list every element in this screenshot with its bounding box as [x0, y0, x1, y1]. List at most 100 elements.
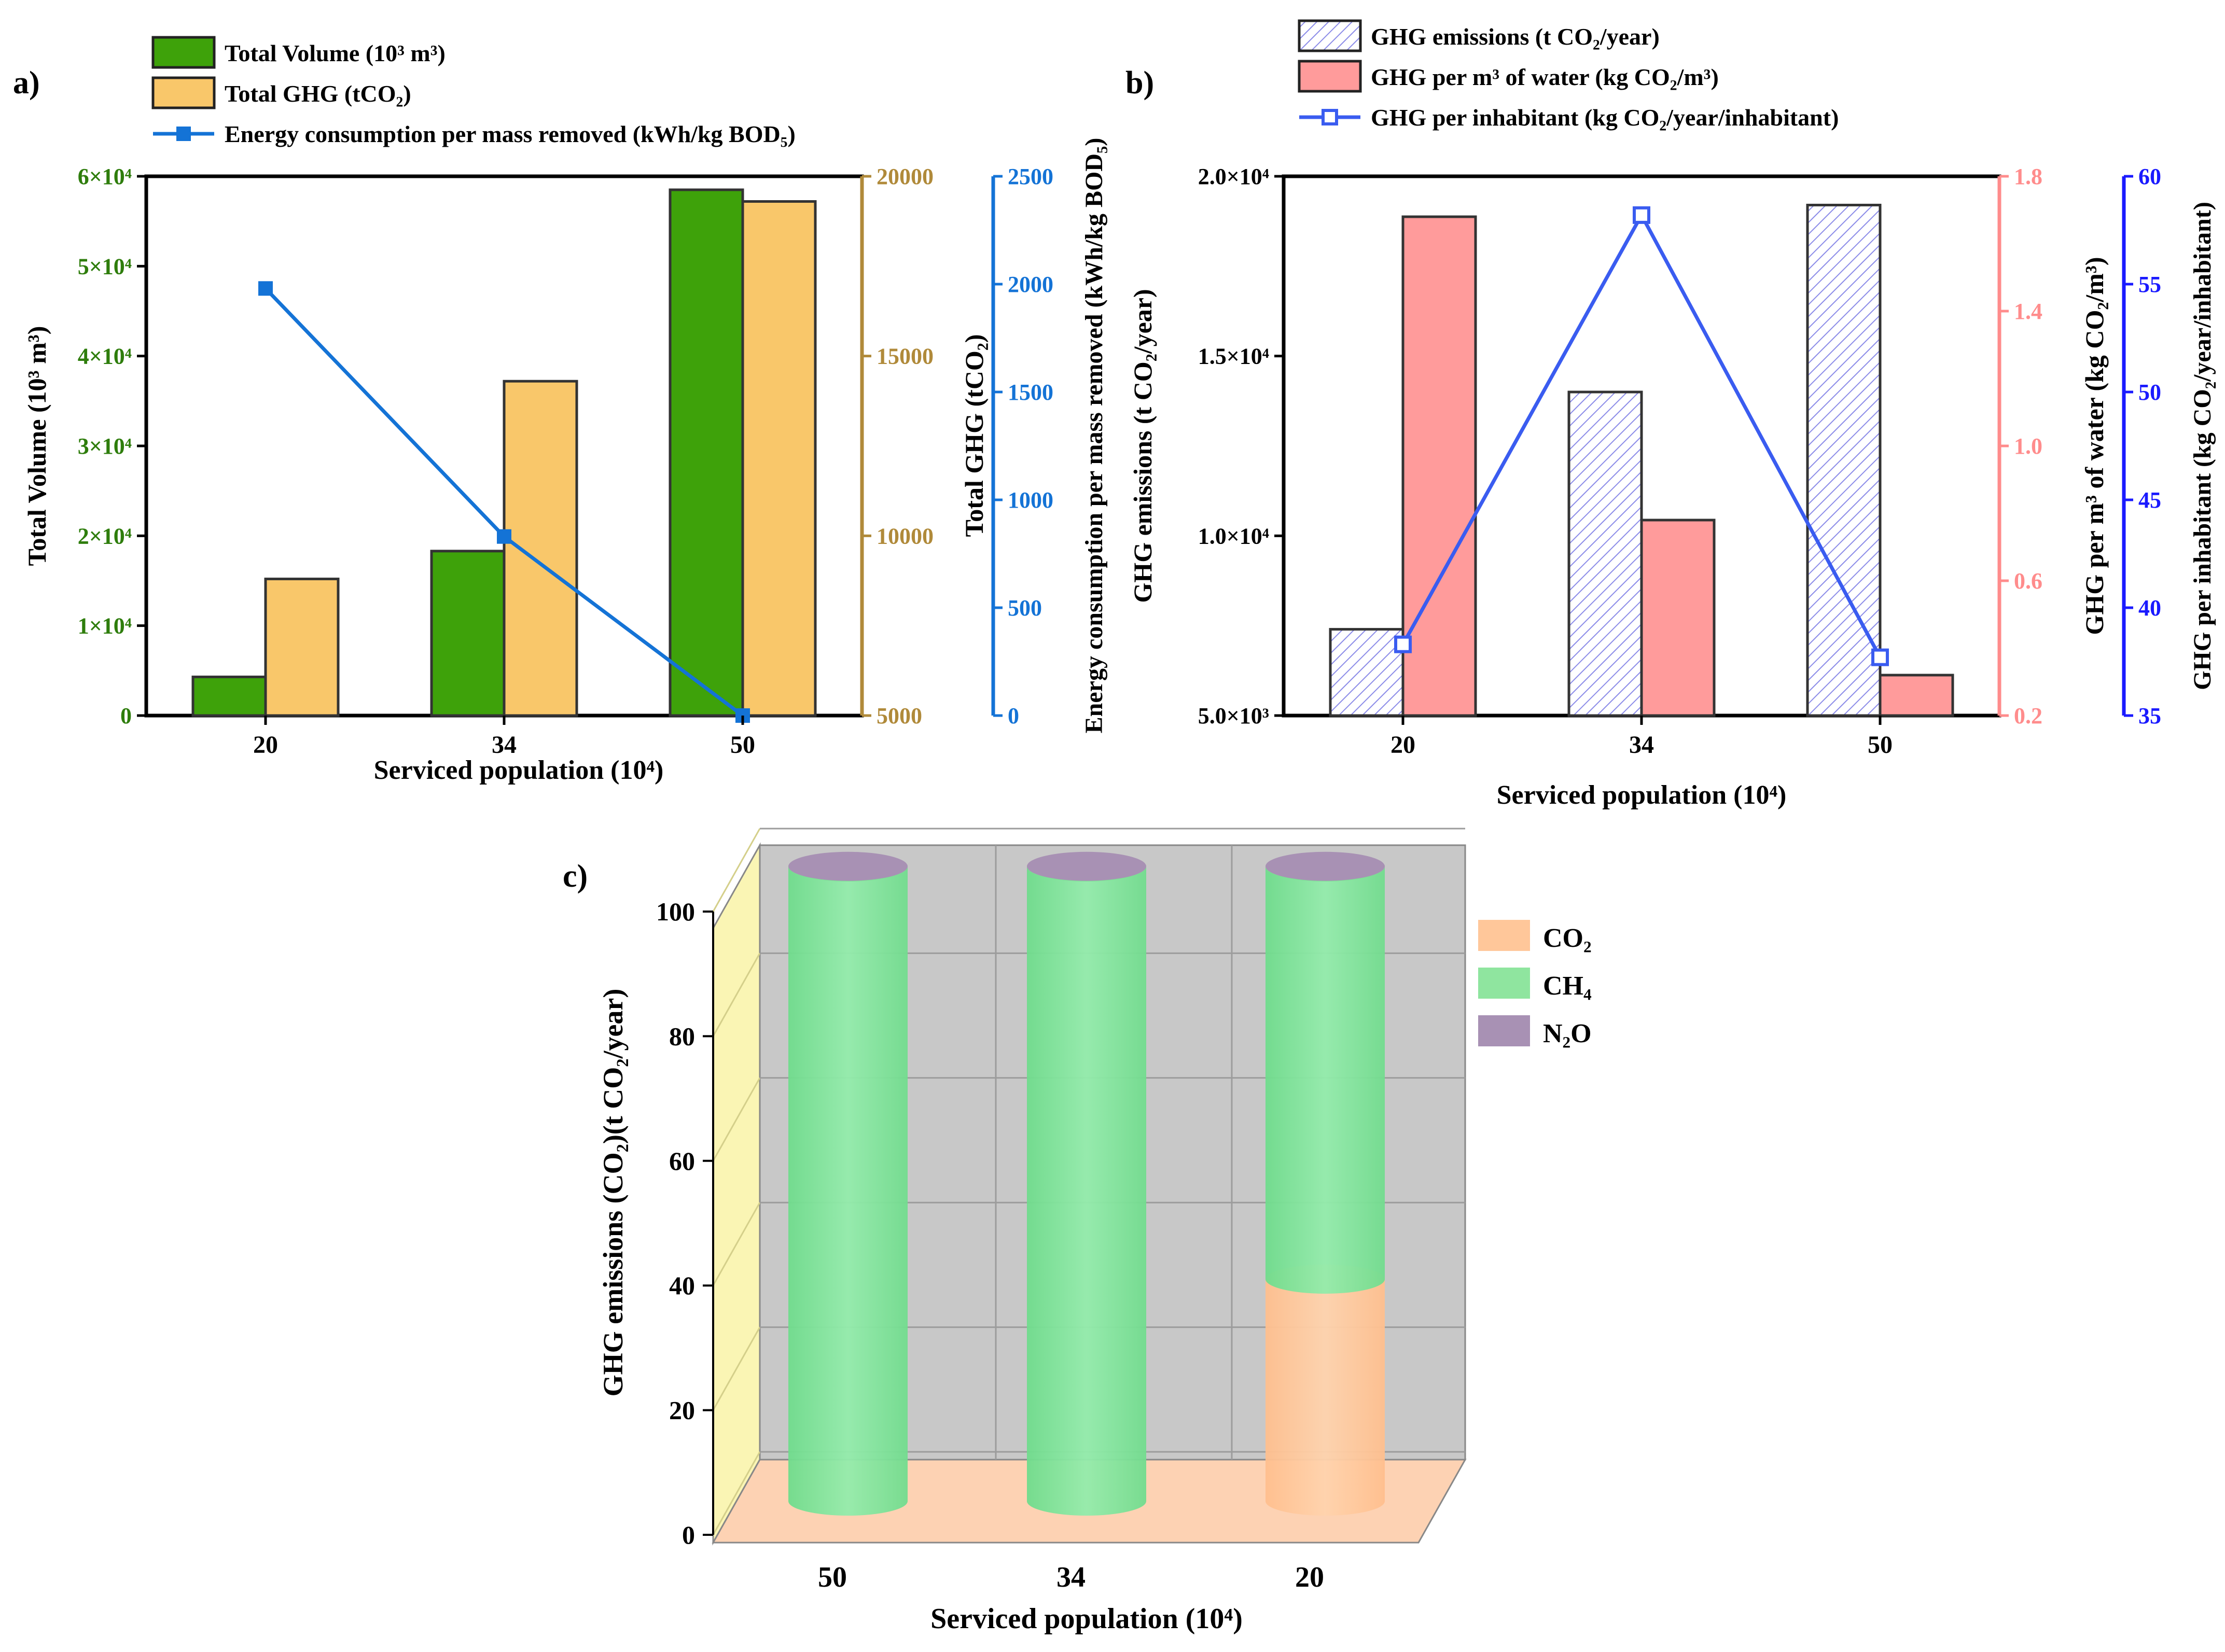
- panel-b-label: b): [1125, 65, 1154, 101]
- a-line-marker-34: [497, 529, 511, 544]
- panel-c-legend-swatch: [1478, 1015, 1530, 1046]
- b-right1-tick-label: 0.6: [2014, 568, 2042, 594]
- a-right2-tick-label: 1500: [1008, 380, 1053, 405]
- panel-a-right-axis-energy: 0 500 1000 1500 2000 2500: [991, 164, 1053, 729]
- b-left-tick-label: 5.0×10³: [1198, 703, 1269, 729]
- a-bar-primary-20: [191, 675, 267, 717]
- a-x-tick-label: 20: [253, 731, 278, 759]
- a-bar-primary-34: [430, 550, 506, 717]
- b-x-tick-label: 50: [1868, 731, 1893, 759]
- b-right1-tick-label: 1.4: [2014, 299, 2042, 324]
- b-bar-secondary-34: [1640, 519, 1716, 717]
- b-right1-tick-label: 1.8: [2014, 164, 2042, 189]
- panel-c-side-gridline: [712, 1202, 761, 1286]
- b-legend-label: GHG per m³ of water (kg CO₂/m³): [1371, 64, 1719, 90]
- b-legend-marker: [1322, 109, 1338, 125]
- panel-c-side-gridline: [712, 1077, 761, 1161]
- panel-c-legend-swatch: [1478, 968, 1530, 999]
- panel-a-bars: [191, 188, 817, 717]
- a-line-marker-20: [258, 281, 273, 296]
- panel-c-cylinder-50-top: [788, 851, 908, 881]
- panel-b-x-axis-title: Serviced population (10⁴): [1497, 780, 1787, 810]
- panel-c-y-tick-label: 80: [669, 1021, 695, 1051]
- panel-c-legend-label: N₂O: [1543, 1019, 1592, 1048]
- b-bar-secondary-50: [1879, 674, 1954, 717]
- b-line-marker-50: [1871, 648, 1889, 666]
- panel-b-right-axis-water-title: GHG per m³ of water (kg CO₂/m³): [2080, 257, 2109, 635]
- panel-c-cylinder-20-segment: [1266, 1279, 1385, 1516]
- panel-a-legend: Total Volume (10³ m³) Total GHG (tCO₂) Ene…: [151, 36, 796, 147]
- panel-a-right-axis-ghg: 5000 10000 15000 20000: [860, 164, 934, 729]
- b-right2-tick-label: 55: [2138, 272, 2161, 297]
- panel-c-x-ticks: 50 34 20: [818, 1561, 1324, 1593]
- b-right2-tick-label: 45: [2138, 487, 2161, 513]
- a-bar-secondary-34: [503, 380, 578, 717]
- panel-c-side-gridline: [712, 1451, 761, 1535]
- a-right2-tick-label: 500: [1008, 595, 1042, 621]
- panel-b-bars: [1329, 203, 1954, 717]
- panel-c-cylinder-20-top: [1266, 851, 1385, 881]
- panel-a-right-axis-energy-title: Energy consumption per mass removed (kWh…: [1080, 138, 1108, 734]
- b-line-marker-34: [1633, 206, 1650, 224]
- a-legend-marker: [176, 127, 191, 141]
- panel-b-x-ticks: 20 34 50: [1390, 716, 1893, 759]
- a-legend-label: Energy consumption per mass removed (kWh…: [225, 121, 796, 147]
- panel-c-label: c): [563, 859, 588, 894]
- panel-c-y-axis: 0 20 40 60 80 100: [656, 897, 714, 1549]
- panel-b-left-axis: 5.0×10³ 1.0×10⁴ 1.5×10⁴ 2.0×10⁴: [1198, 164, 1284, 729]
- b-left-tick-label: 1.0×10⁴: [1198, 523, 1269, 549]
- panel-c-x-tick-label: 20: [1295, 1561, 1324, 1593]
- panel-c-y-tick-label: 40: [669, 1271, 695, 1300]
- a-right2-tick-label: 1000: [1008, 487, 1053, 513]
- b-x-tick-label: 20: [1390, 731, 1415, 759]
- a-left-tick-label: 3×10⁴: [78, 433, 132, 459]
- a-legend-swatch: [151, 76, 216, 109]
- panel-b-right-axis-inhabitant-title: GHG per inhabitant (kg CO₂/year/inhabita…: [2189, 202, 2216, 690]
- panel-c-cylinder-34-top: [1027, 851, 1146, 881]
- panel-b: b) GHG emissions (t CO₂/year) GHG per m³ …: [1125, 19, 2216, 810]
- panel-a-left-axis: 0 1×10⁴ 2×10⁴ 3×10⁴ 4×10⁴ 5×10⁴ 6×10⁴: [78, 164, 146, 729]
- b-bar-primary-20: [1329, 628, 1404, 717]
- a-left-tick-label: 1×10⁴: [78, 613, 132, 639]
- b-x-tick-label: 34: [1629, 731, 1654, 759]
- panel-b-right-axis-water: 0.2 0.6 1.0 1.4 1.8: [1997, 164, 2042, 729]
- a-left-tick-label: 2×10⁴: [78, 523, 132, 549]
- panel-b-left-axis-title: GHG emissions (t CO₂/year): [1128, 289, 1157, 603]
- panel-c-y-tick-label: 20: [669, 1396, 695, 1425]
- panel-c-side-gridline: [712, 1326, 761, 1411]
- b-legend-swatch: [1298, 19, 1362, 52]
- b-left-tick-label: 1.5×10⁴: [1198, 344, 1269, 369]
- a-right1-tick-label: 15000: [877, 344, 934, 369]
- panel-c-cylinder-50-segment: [788, 867, 908, 1516]
- a-left-tick-label: 5×10⁴: [78, 254, 132, 279]
- panel-c-legend-label: CO₂: [1543, 923, 1592, 953]
- panel-c-side-gridline: [712, 953, 761, 1037]
- b-legend-label: GHG emissions (t CO₂/year): [1371, 23, 1660, 50]
- b-line-marker-20: [1394, 635, 1412, 653]
- b-right2-tick-label: 50: [2138, 380, 2161, 405]
- panel-c-cylinder-34-segment: [1027, 867, 1146, 1516]
- panel-c-cylinder-20-segment: [1266, 867, 1385, 1294]
- panel-c-y-tick-label: 0: [682, 1520, 695, 1549]
- panel-a-x-axis-title: Serviced population (10⁴): [374, 755, 664, 785]
- panel-c-x-tick-label: 50: [818, 1561, 847, 1593]
- a-legend-label: Total GHG (tCO₂): [225, 80, 411, 107]
- b-right2-tick-label: 60: [2138, 164, 2161, 189]
- panel-a: a) Total Volume (10³ m³) Total GHG (tCO₂)…: [13, 36, 1108, 785]
- b-left-tick-label: 2.0×10⁴: [1198, 164, 1269, 189]
- a-legend-label: Total Volume (10³ m³): [225, 40, 446, 66]
- a-right2-tick-label: 2500: [1008, 164, 1053, 189]
- panel-c-x-axis-title: Serviced population (10⁴): [930, 1603, 1243, 1635]
- b-right1-tick-label: 1.0: [2014, 433, 2042, 459]
- panel-c-legend-swatch: [1478, 920, 1530, 951]
- b-bar-secondary-20: [1401, 215, 1477, 717]
- panel-b-inhabitant-line: [1394, 206, 1889, 666]
- a-right1-tick-label: 5000: [877, 703, 922, 729]
- panel-a-left-axis-title: Total Volume (10³ m³): [22, 326, 51, 566]
- b-right2-tick-label: 40: [2138, 595, 2161, 621]
- panel-a-x-ticks: 20 34 50: [253, 716, 755, 759]
- a-x-tick-label: 50: [730, 731, 755, 759]
- a-right2-tick-label: 2000: [1008, 272, 1053, 297]
- a-legend-swatch: [151, 36, 216, 69]
